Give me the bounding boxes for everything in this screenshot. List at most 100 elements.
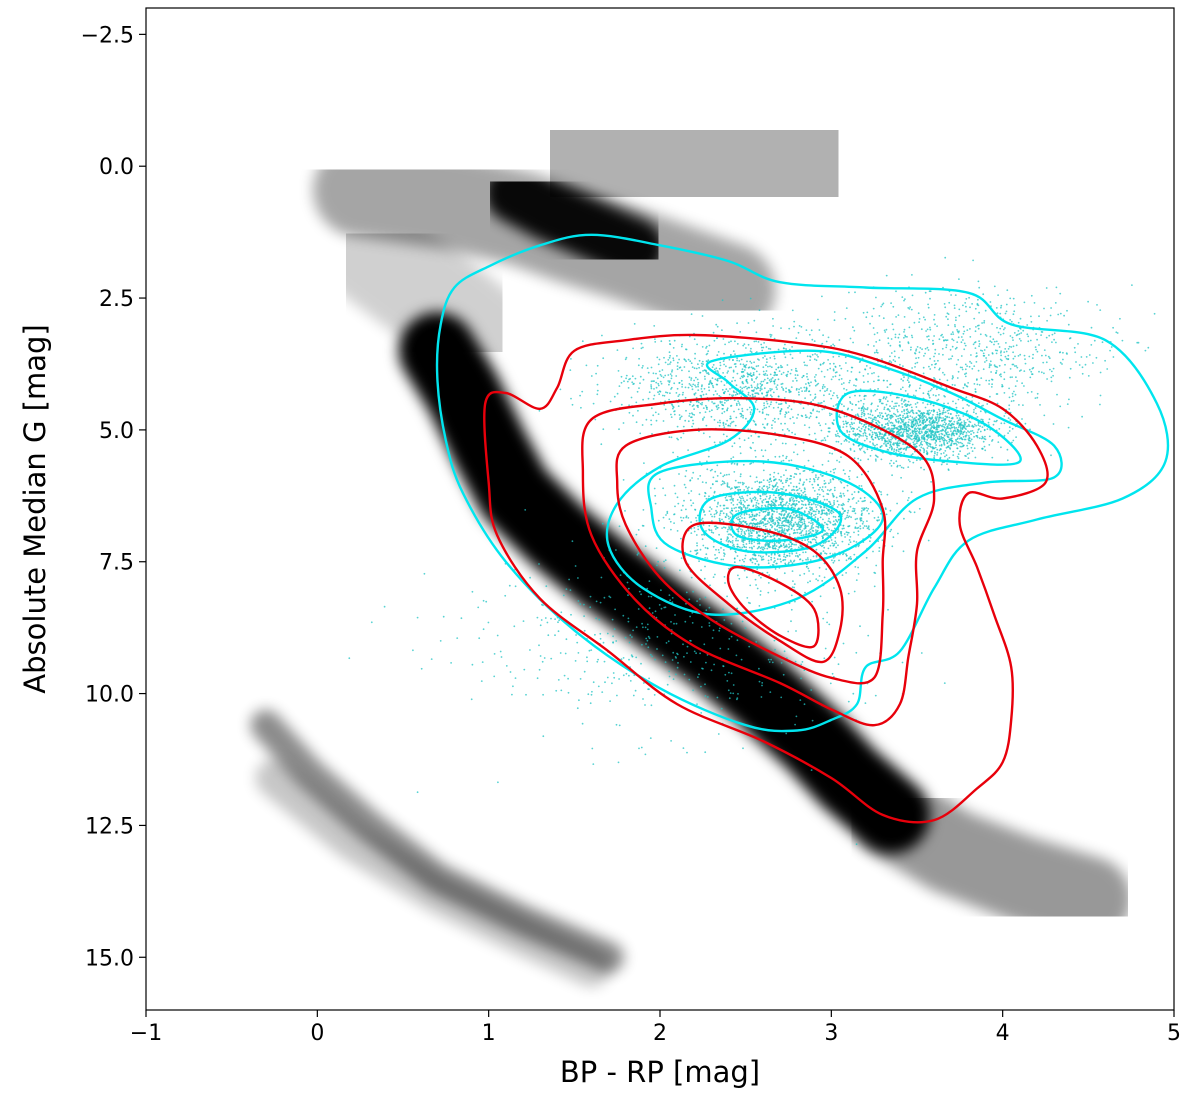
sample-point (781, 521, 784, 523)
sample-point (783, 559, 785, 561)
sample-point (956, 463, 958, 465)
sample-point (761, 392, 764, 395)
sample-point (840, 532, 842, 534)
sample-point (829, 367, 832, 370)
sample-point (893, 412, 895, 415)
sample-point (812, 408, 815, 411)
sample-point (818, 566, 821, 569)
sample-point (887, 413, 890, 416)
sample-point (742, 414, 744, 417)
sample-point (747, 437, 750, 439)
sample-point (580, 406, 582, 409)
sample-point (722, 360, 725, 362)
sample-point (696, 404, 698, 407)
sample-point (880, 412, 883, 415)
sample-point (737, 510, 740, 512)
sample-point (647, 397, 650, 400)
sample-point (821, 385, 824, 388)
sample-point (772, 522, 775, 525)
sample-point (940, 417, 942, 419)
sample-point (728, 393, 731, 396)
sample-point (892, 536, 895, 539)
sample-point (926, 328, 929, 331)
sample-point (815, 506, 818, 508)
sample-point (852, 433, 855, 436)
sample-point (822, 534, 825, 537)
sample-point (773, 471, 776, 474)
sample-point (889, 410, 891, 413)
sample-point (851, 498, 854, 500)
sample-point (835, 542, 837, 544)
sample-point (783, 516, 785, 519)
sample-point (630, 396, 633, 399)
sample-point (785, 544, 788, 546)
sample-point (764, 535, 767, 538)
sample-point (833, 524, 835, 526)
sample-point (716, 325, 719, 328)
sample-point (905, 421, 907, 424)
sample-point (741, 539, 743, 541)
sample-point (785, 455, 788, 458)
sample-point (790, 506, 793, 509)
sample-point (758, 530, 760, 533)
sample-point (716, 526, 719, 529)
sample-point (811, 338, 814, 341)
sample-point (961, 368, 964, 371)
sample-point (871, 402, 873, 405)
sample-point (757, 554, 760, 557)
sample-point (795, 489, 798, 492)
sample-point (885, 443, 887, 446)
sample-point (755, 515, 758, 517)
sample-point (777, 366, 780, 369)
sample-point (811, 483, 814, 486)
sample-point (693, 379, 695, 382)
sample-point (821, 537, 824, 539)
sample-point (970, 433, 972, 436)
sample-point (734, 363, 737, 365)
sample-point (872, 482, 875, 484)
sample-point (742, 374, 745, 377)
sample-point (596, 383, 599, 386)
sample-point (907, 436, 910, 439)
sample-point (926, 403, 929, 406)
sample-point (736, 486, 738, 489)
sample-point (851, 423, 854, 426)
sample-point (740, 503, 743, 505)
sample-point (738, 526, 741, 529)
sample-point (750, 362, 753, 364)
sample-point (921, 428, 924, 430)
sample-point (758, 525, 761, 528)
sample-point (833, 471, 835, 474)
sample-point (699, 475, 702, 477)
sample-point (773, 561, 775, 563)
sample-point (657, 363, 660, 366)
sample-point (968, 404, 970, 407)
sample-point (843, 510, 846, 513)
sample-point (740, 370, 743, 373)
sample-point (940, 435, 943, 438)
sample-point (762, 469, 765, 472)
sample-point (723, 526, 725, 529)
sample-point (767, 582, 770, 584)
sample-point (773, 374, 776, 377)
sample-point (774, 496, 777, 499)
sample-point (745, 378, 748, 381)
sample-point (759, 497, 762, 500)
sample-point (915, 357, 917, 360)
sample-point (1018, 338, 1021, 340)
sample-point (678, 381, 681, 384)
sample-point (747, 373, 749, 376)
sample-point (624, 358, 627, 361)
sample-point (814, 438, 817, 441)
sample-point (701, 315, 704, 317)
sample-point (693, 527, 696, 529)
sample-point (713, 499, 716, 502)
sample-point (751, 487, 753, 490)
sample-point (833, 486, 836, 489)
sample-point (800, 532, 802, 534)
sample-point (926, 346, 929, 349)
sample-point (767, 390, 770, 392)
sample-point (833, 489, 836, 492)
sample-point (712, 386, 715, 389)
sample-point (752, 373, 755, 376)
